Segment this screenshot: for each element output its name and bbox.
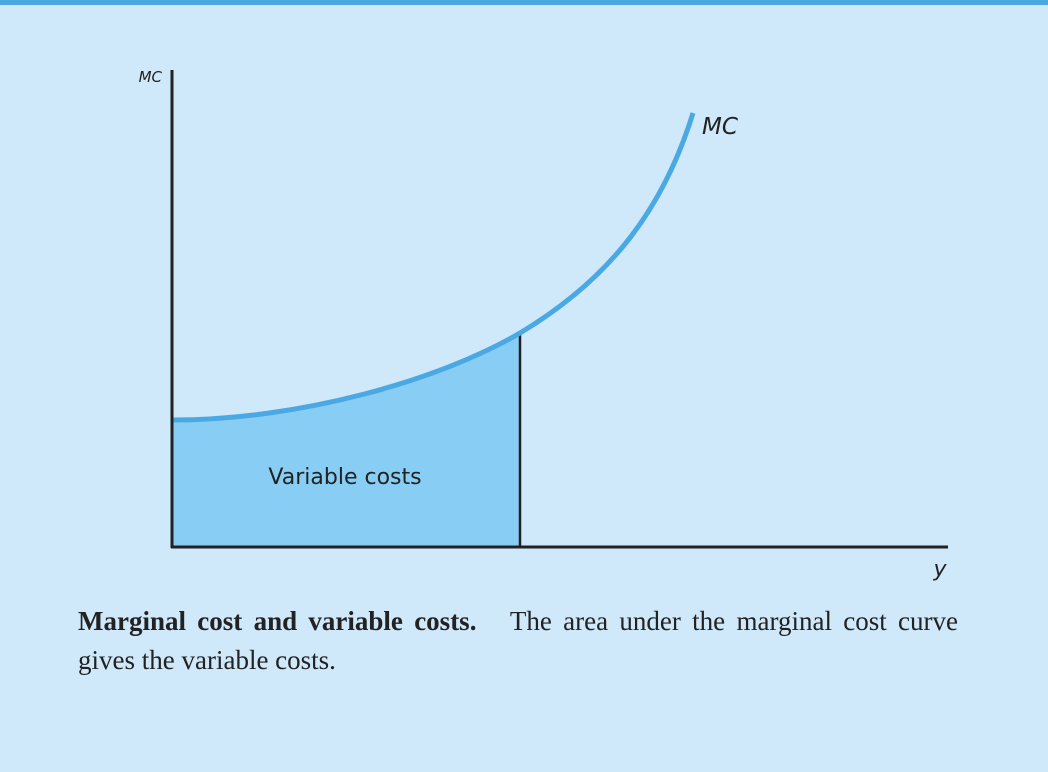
y-axis-label: MC bbox=[139, 68, 163, 86]
top-border bbox=[0, 0, 1048, 5]
caption-title: Marginal cost and variable costs. bbox=[78, 606, 477, 636]
caption-text: The area under the marginal cost curve g… bbox=[78, 606, 958, 675]
x-axis-label: y bbox=[932, 557, 947, 582]
diagram: MC y MC Variable costs bbox=[139, 68, 948, 582]
curve-label: MC bbox=[702, 114, 738, 140]
area-label: Variable costs bbox=[268, 465, 421, 490]
caption: Marginal cost and variable costs. The ar… bbox=[78, 602, 958, 680]
variable-cost-area bbox=[172, 333, 520, 547]
mc-curve bbox=[171, 112, 696, 423]
